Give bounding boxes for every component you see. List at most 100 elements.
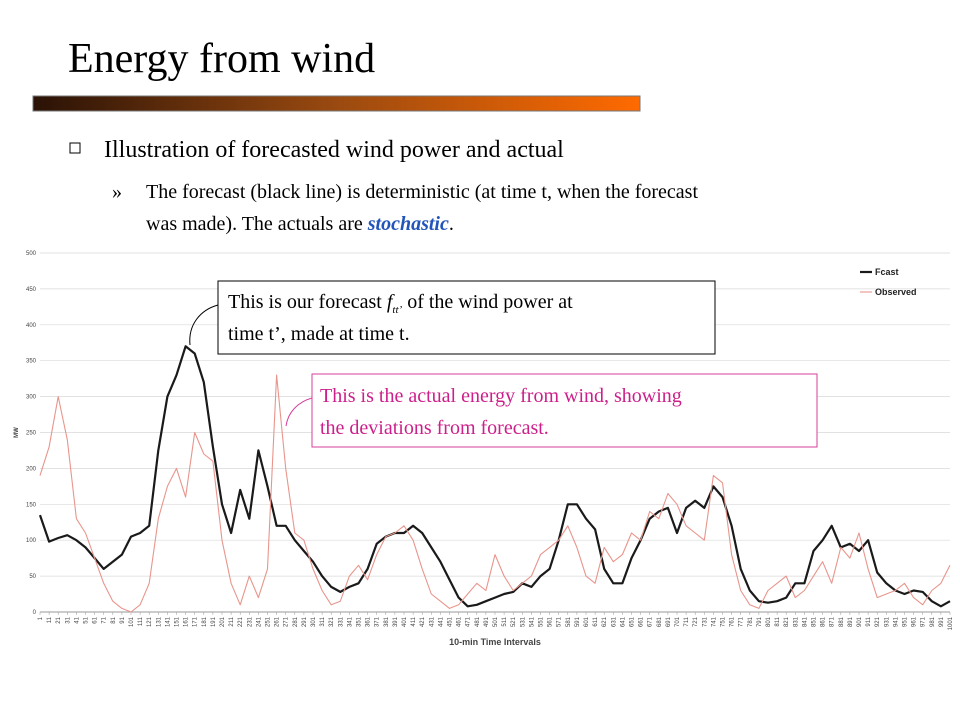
x-tick-label: 711 xyxy=(684,616,690,626)
x-tick-label: 821 xyxy=(784,616,790,627)
sub-bullet-line: The forecast (black line) is determinist… xyxy=(146,181,698,203)
x-tick-label: 801 xyxy=(766,616,772,627)
x-tick-label: 281 xyxy=(293,616,299,627)
x-tick-label: 531 xyxy=(520,616,526,627)
x-tick-label: 91 xyxy=(120,616,126,623)
text: of the wind power at xyxy=(402,291,573,313)
bullet-box xyxy=(69,142,81,154)
x-tick-label: 731 xyxy=(702,616,708,627)
x-tick-label: 991 xyxy=(939,616,945,627)
x-axis-label: 10-min Time Intervals xyxy=(449,637,541,647)
x-tick-label: 871 xyxy=(830,616,836,627)
x-tick-label: 151 xyxy=(175,616,181,627)
x-tick-label: 481 xyxy=(475,616,481,627)
x-tick-label: 1001 xyxy=(948,616,954,630)
x-tick-label: 671 xyxy=(648,616,654,627)
x-tick-label: 641 xyxy=(620,616,626,627)
symbol: f xyxy=(387,291,395,313)
y-tick-label: 300 xyxy=(26,395,37,401)
x-tick-label: 691 xyxy=(666,616,672,627)
callout-box xyxy=(217,280,716,355)
x-tick-label: 501 xyxy=(493,616,499,627)
x-tick-label: 831 xyxy=(793,616,799,627)
x-tick-label: 661 xyxy=(639,616,645,627)
x-tick-label: 451 xyxy=(448,616,454,627)
x-tick-label: 191 xyxy=(211,616,217,627)
x-tick-label: 581 xyxy=(566,616,572,627)
title-bar xyxy=(32,95,641,112)
x-tick-label: 511 xyxy=(502,616,508,626)
x-tick-label: 161 xyxy=(184,616,190,627)
x-tick-label: 881 xyxy=(839,616,845,627)
sub-bullet-marker: » xyxy=(112,181,122,203)
x-tick-label: 201 xyxy=(220,616,226,627)
x-tick-label: 361 xyxy=(366,616,372,627)
callout-box xyxy=(311,373,818,448)
x-tick-label: 571 xyxy=(557,616,563,627)
x-tick-label: 111 xyxy=(138,616,144,626)
x-tick-label: 271 xyxy=(284,616,290,627)
subscript: tt’ xyxy=(392,304,402,316)
x-tick-label: 681 xyxy=(657,616,663,627)
x-tick-label: 901 xyxy=(857,616,863,627)
x-tick-label: 371 xyxy=(375,616,381,627)
x-tick-label: 331 xyxy=(338,616,344,627)
x-tick-label: 811 xyxy=(775,616,781,626)
callout-text: the deviations from forecast. xyxy=(320,417,549,439)
x-tick-label: 301 xyxy=(311,616,317,627)
y-tick-label: 200 xyxy=(26,466,37,472)
x-tick-label: 171 xyxy=(193,616,199,627)
x-tick-label: 791 xyxy=(757,616,763,627)
text: This is our forecast xyxy=(228,291,387,313)
x-tick-label: 291 xyxy=(302,616,308,627)
x-tick-label: 141 xyxy=(165,616,171,627)
y-tick-label: 50 xyxy=(29,574,36,580)
annotations: This is our forecast ftt’ of the wind po… xyxy=(189,280,818,448)
x-tick-label: 751 xyxy=(721,616,727,627)
x-tick-label: 101 xyxy=(129,616,135,627)
x-tick-label: 441 xyxy=(438,616,444,627)
y-tick-label: 450 xyxy=(26,287,37,293)
x-tick-label: 391 xyxy=(393,616,399,627)
y-tick-label: 400 xyxy=(26,323,37,329)
x-tick-label: 861 xyxy=(821,616,827,627)
x-tick-label: 631 xyxy=(611,616,617,627)
x-tick-label: 761 xyxy=(730,616,736,627)
emphasis: stochastic xyxy=(367,213,449,235)
x-tick-label: 891 xyxy=(848,616,854,627)
y-tick-label: 0 xyxy=(33,610,37,616)
x-tick-label: 251 xyxy=(266,616,272,627)
y-tick-label: 250 xyxy=(26,431,37,437)
x-tick-label: 521 xyxy=(511,616,517,627)
y-tick-label: 500 xyxy=(26,251,37,257)
bullet: Illustration of forecasted wind power an… xyxy=(104,137,564,163)
x-tick-label: 941 xyxy=(893,616,899,627)
x-tick-label: 131 xyxy=(156,616,162,627)
x-tick-label: 591 xyxy=(575,616,581,627)
x-tick-label: 741 xyxy=(711,616,717,627)
x-tick-label: 121 xyxy=(147,616,153,627)
x-tick-label: 551 xyxy=(539,616,545,627)
y-axis-label: MW xyxy=(14,427,20,438)
x-tick-label: 81 xyxy=(111,616,117,623)
x-tick-label: 961 xyxy=(912,616,918,627)
x-tick-label: 491 xyxy=(484,616,490,627)
y-tick-label: 150 xyxy=(26,502,37,508)
callout-text: This is our forecast ftt’ of the wind po… xyxy=(228,291,573,316)
x-tick-label: 351 xyxy=(357,616,363,627)
x-tick-label: 181 xyxy=(202,616,208,627)
x-tick-label: 241 xyxy=(256,616,262,627)
x-tick-label: 431 xyxy=(429,616,435,627)
sub-bullet-line: was made). The actuals are stochastic. xyxy=(146,213,454,235)
x-tick-label: 411 xyxy=(411,616,417,626)
x-tick-label: 911 xyxy=(866,616,872,626)
x-tick-label: 771 xyxy=(739,616,745,627)
callout-text: time t’, made at time t. xyxy=(228,323,410,345)
x-tick-label: 651 xyxy=(630,616,636,627)
x-tick-label: 421 xyxy=(420,616,426,627)
x-tick-label: 931 xyxy=(884,616,890,627)
callout-arrow xyxy=(285,397,313,427)
x-tick-label: 701 xyxy=(675,616,681,627)
x-tick-label: 461 xyxy=(457,616,463,627)
